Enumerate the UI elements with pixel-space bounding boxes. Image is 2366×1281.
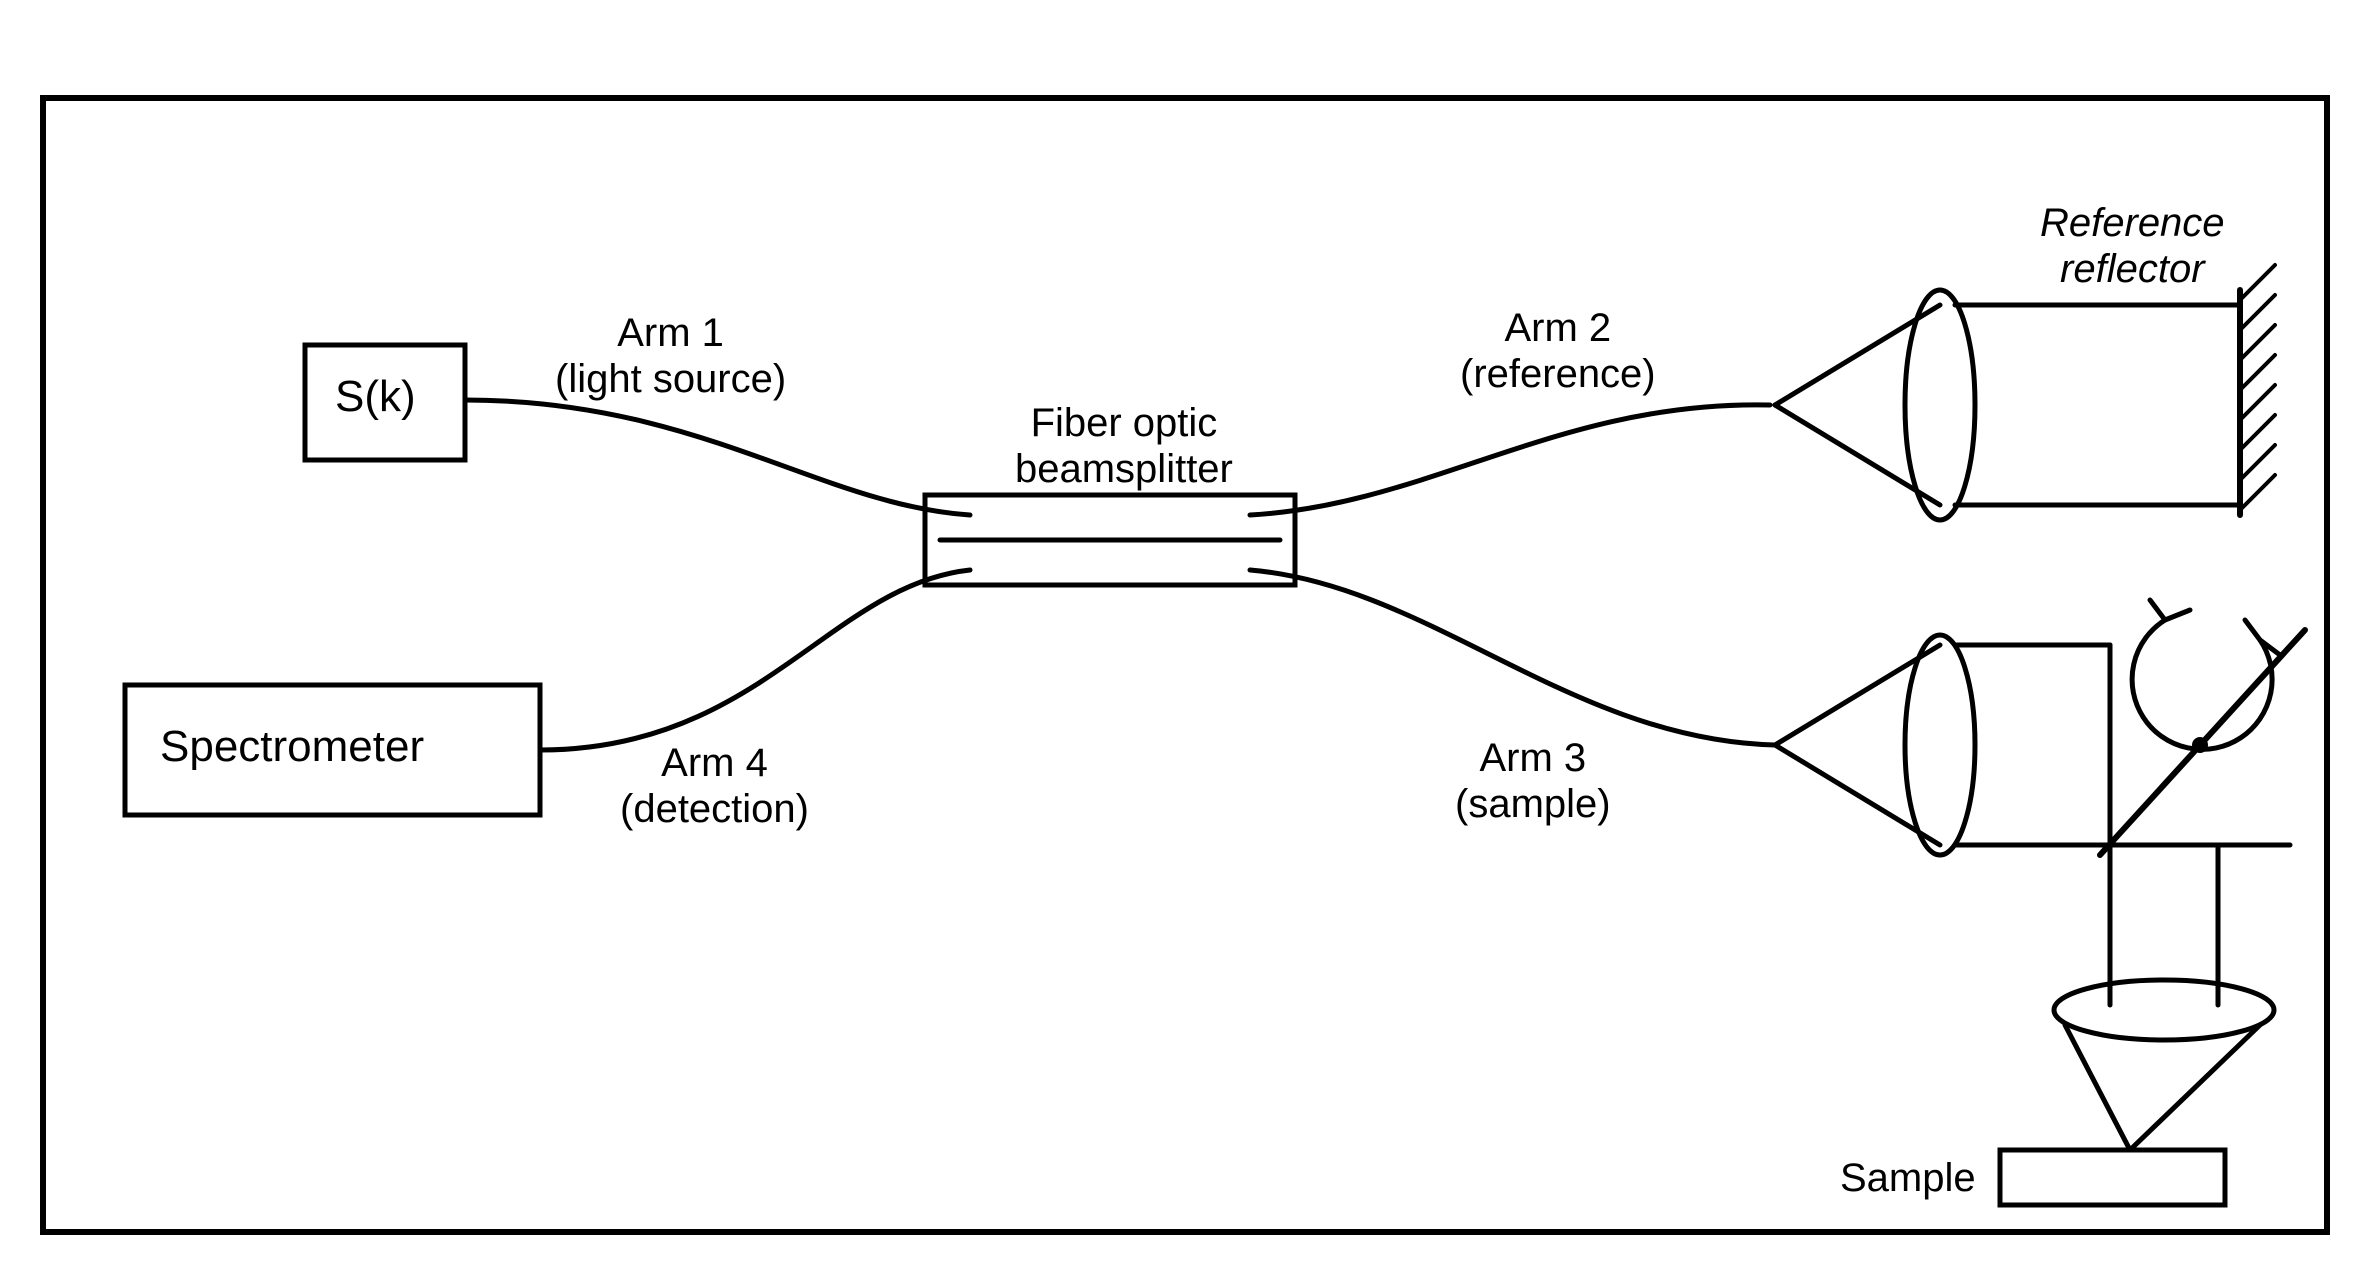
- fiber-arm2: [1250, 405, 1770, 515]
- arm2-label: Arm 2 (reference): [1460, 305, 1656, 397]
- beamsplitter-label: Fiber optic beamsplitter: [1015, 400, 1233, 492]
- reference-lens: [1905, 290, 1975, 520]
- optical-diagram-svg: [0, 0, 2366, 1281]
- sample-lens-2: [2054, 980, 2274, 1040]
- source-label: S(k): [335, 372, 416, 423]
- sample-lens-1: [1905, 635, 1975, 855]
- reference-reflector-label: Reference reflector: [2040, 200, 2225, 292]
- sample-box: [2000, 1150, 2225, 1205]
- arm1-label: Arm 1 (light source): [555, 310, 786, 402]
- sample-label: Sample: [1840, 1155, 1976, 1201]
- fiber-arm4: [540, 570, 970, 750]
- fiber-arm1: [465, 400, 970, 515]
- arm3-label: Arm 3 (sample): [1455, 735, 1611, 827]
- rotation-arc: [2132, 620, 2272, 749]
- fiber-arm3: [1250, 570, 1775, 745]
- mirror-hatch: [2240, 265, 2275, 510]
- spectrometer-label: Spectrometer: [160, 722, 424, 773]
- arm4-label: Arm 4 (detection): [620, 740, 809, 832]
